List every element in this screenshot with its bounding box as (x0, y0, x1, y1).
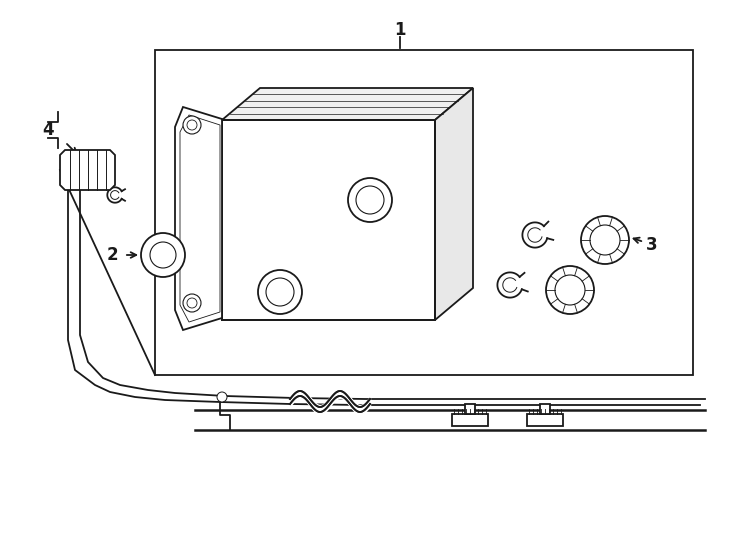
Polygon shape (435, 88, 473, 320)
Circle shape (141, 233, 185, 277)
Circle shape (183, 116, 201, 134)
Bar (540, 404, 550, 414)
Polygon shape (222, 120, 435, 320)
Circle shape (555, 275, 585, 305)
Text: 2: 2 (106, 246, 118, 264)
Circle shape (356, 186, 384, 214)
Circle shape (258, 270, 302, 314)
Text: 4: 4 (42, 121, 54, 139)
Circle shape (348, 178, 392, 222)
Circle shape (183, 294, 201, 312)
Text: 3: 3 (646, 236, 658, 254)
Circle shape (266, 278, 294, 306)
Polygon shape (60, 150, 115, 190)
Text: 1: 1 (394, 21, 406, 39)
Polygon shape (222, 88, 473, 120)
Circle shape (217, 392, 227, 402)
Bar (465, 404, 475, 414)
Circle shape (581, 216, 629, 264)
Circle shape (150, 242, 176, 268)
Bar (452, 414, 488, 426)
Circle shape (187, 298, 197, 308)
Circle shape (546, 266, 594, 314)
Bar (527, 414, 563, 426)
Polygon shape (175, 107, 222, 330)
Circle shape (590, 225, 620, 255)
Bar (155, 50, 693, 375)
Circle shape (187, 120, 197, 130)
